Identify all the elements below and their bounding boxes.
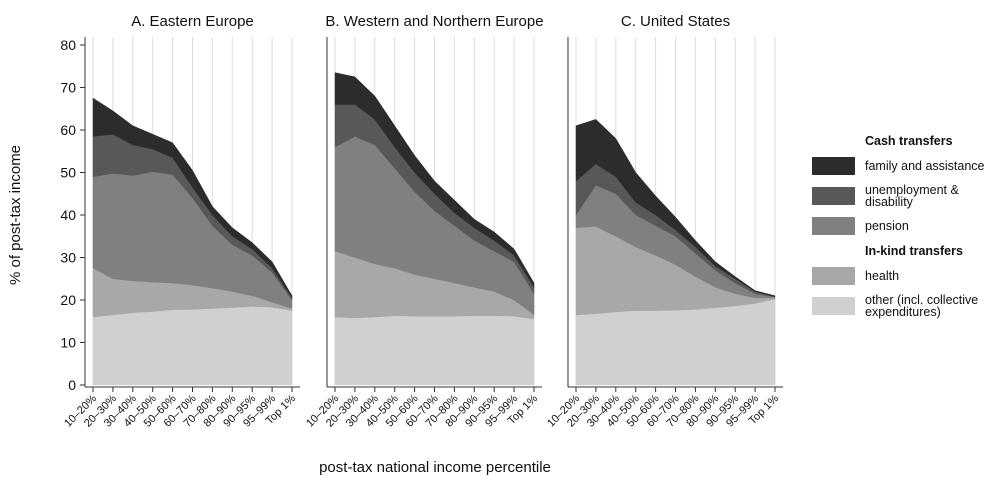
y-tick-label: 40: [60, 207, 76, 223]
legend-label: health: [865, 269, 900, 283]
y-axis-label: % of post-tax income: [7, 145, 24, 285]
panel-title: B. Western and Northern Europe: [325, 13, 543, 30]
area: [575, 119, 776, 297]
legend-swatch: [812, 297, 855, 315]
y-tick-label: 30: [60, 250, 76, 266]
y-tick-label: 60: [60, 122, 76, 138]
area: [92, 97, 293, 299]
legend-item: pension: [812, 214, 1000, 238]
legend-label: other (incl. collective expenditures): [865, 293, 979, 319]
legend: Cash transfers family and assistance unemp…: [812, 130, 1000, 324]
legend-label: unemployment & disability: [865, 183, 959, 209]
legend-swatch: [812, 267, 855, 285]
area: [334, 72, 535, 289]
legend-heading: Cash transfers: [865, 134, 953, 148]
legend-label: pension: [865, 219, 909, 233]
legend-item: unemployment & disability: [812, 184, 1000, 208]
panel-title: A. Eastern Europe: [131, 13, 254, 30]
area: [334, 315, 535, 386]
panel-title: C. United States: [621, 13, 730, 30]
area: [92, 306, 293, 386]
legend-swatch: [812, 157, 855, 175]
legend-label: family and assistance: [865, 159, 985, 173]
legend-heading: In-kind transfers: [865, 244, 963, 258]
y-tick-label: 50: [60, 165, 76, 181]
legend-item: other (incl. collective expenditures): [812, 294, 1000, 318]
y-tick-label: 80: [60, 37, 76, 53]
legend-swatch: [812, 217, 855, 235]
legend-item: health: [812, 264, 1000, 288]
y-tick-label: 20: [60, 292, 76, 308]
legend-swatch: [812, 187, 855, 205]
x-axis-label: post-tax national income percentile: [319, 459, 551, 476]
y-tick-label: 0: [68, 377, 76, 393]
y-tick-label: 10: [60, 335, 76, 351]
legend-item: family and assistance: [812, 154, 1000, 178]
y-tick-label: 70: [60, 80, 76, 96]
